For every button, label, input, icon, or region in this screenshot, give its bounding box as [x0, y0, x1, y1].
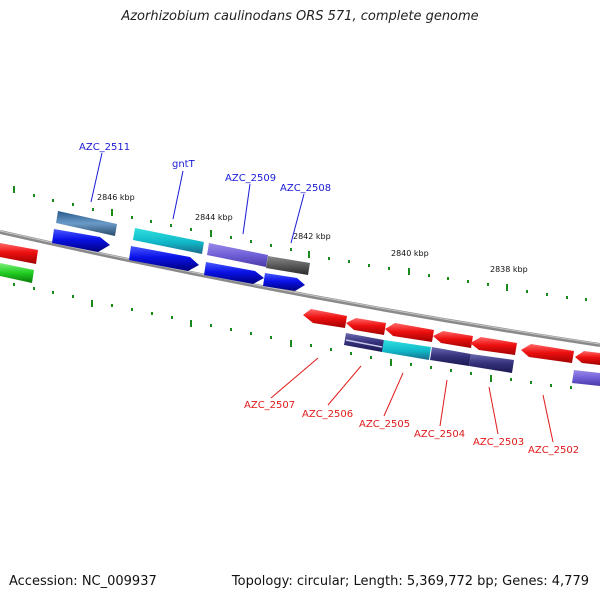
genome-backbone	[0, 230, 600, 347]
gene-label-azc-2505[interactable]: AZC_2505	[359, 419, 410, 430]
feature-gntt	[133, 228, 204, 254]
gene-label-gntt[interactable]: gntT	[172, 159, 196, 170]
cds-reverse-6	[521, 344, 574, 363]
kbp-label-2840: 2840 kbp	[391, 249, 429, 258]
rna-feature-edge	[0, 263, 34, 283]
feature-azc-2504	[430, 347, 471, 366]
leader-line-azc-2511	[90, 152, 103, 203]
leader-line-azc-2505	[383, 372, 404, 417]
leader-line-gntt	[172, 170, 184, 220]
cds-reverse-3	[385, 323, 434, 342]
leader-line-azc-2509	[242, 183, 251, 235]
inner-tick-track	[13, 283, 572, 389]
leader-line-azc-2502	[542, 394, 554, 443]
leader-line-azc-2506	[327, 365, 362, 406]
gene-label-azc-2502[interactable]: AZC_2502	[528, 445, 579, 456]
feature-azc-2503	[469, 354, 514, 373]
cds-forward-2	[129, 246, 199, 271]
outer-tick-track	[13, 186, 587, 301]
gene-label-azc-2503[interactable]: AZC_2503	[473, 437, 524, 448]
feature-azc-2506	[344, 333, 384, 352]
gene-label-azc-2509[interactable]: AZC_2509	[225, 173, 276, 184]
feature-azc-2511	[56, 211, 117, 236]
feature-azc-2508	[266, 256, 310, 275]
kbp-label-2842: 2842 kbp	[293, 232, 331, 241]
cds-reverse-5	[470, 337, 517, 355]
gene-label-azc-2507[interactable]: AZC_2507	[244, 400, 295, 411]
kbp-label-2844: 2844 kbp	[195, 213, 233, 222]
leader-line-azc-2508	[290, 193, 305, 244]
cds-reverse-4	[433, 331, 473, 348]
leader-line-azc-2503	[488, 386, 499, 435]
cds-forward-1	[52, 229, 110, 252]
genome-backbone-highlight	[0, 230, 600, 345]
feature-azc-2505	[382, 340, 431, 360]
leader-line-azc-2507	[270, 357, 319, 399]
cds-reverse-2	[346, 318, 386, 335]
topology-text: Topology: circular; Length: 5,369,772 bp…	[231, 574, 589, 589]
cds-reverse-7	[575, 351, 600, 365]
feature-azc-2502	[572, 370, 600, 386]
gene-label-azc-2508[interactable]: AZC_2508	[280, 183, 331, 194]
kbp-label-2838: 2838 kbp	[490, 265, 528, 274]
gene-label-azc-2504[interactable]: AZC_2504	[414, 429, 465, 440]
kbp-label-2846: 2846 kbp	[97, 193, 135, 202]
accession-text: Accession: NC_009937	[9, 574, 157, 589]
map-title: Azorhizobium caulinodans ORS 571, comple…	[121, 9, 479, 24]
feature-azc-2509	[207, 243, 268, 267]
cds-reverse-1	[303, 309, 347, 328]
cds-forward-4	[263, 273, 305, 291]
leader-line-azc-2504	[439, 379, 448, 427]
gene-label-azc-2511[interactable]: AZC_2511	[79, 142, 130, 153]
cds-reverse-edge-upper	[0, 243, 38, 264]
cds-forward-3	[204, 262, 264, 284]
feature-azc-2506-stripe	[345, 339, 383, 348]
gene-label-azc-2506[interactable]: AZC_2506	[302, 409, 353, 420]
